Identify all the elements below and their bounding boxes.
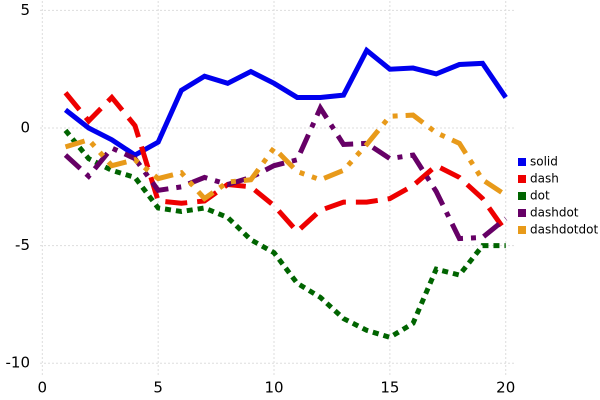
legend-label: dashdot xyxy=(530,206,579,220)
legend-label: dash xyxy=(530,172,559,186)
x-tick-label: 15 xyxy=(380,379,399,397)
x-tick-label: 10 xyxy=(264,379,283,397)
x-tick-label: 5 xyxy=(153,379,163,397)
legend-swatch xyxy=(518,226,526,234)
x-tick-label: 20 xyxy=(496,379,515,397)
y-tick-label: -5 xyxy=(15,236,30,254)
y-tick-label: 5 xyxy=(20,1,30,19)
legend-swatch xyxy=(518,209,526,217)
series-line xyxy=(63,128,506,341)
series-line xyxy=(63,102,508,242)
legend-label: dot xyxy=(530,189,550,203)
series-line xyxy=(63,91,508,236)
legend-label: solid xyxy=(530,155,558,169)
y-tick-label: 0 xyxy=(20,119,30,137)
legend-label: dashdotdot xyxy=(530,223,598,237)
x-tick-label: 0 xyxy=(38,379,48,397)
legend-swatch xyxy=(518,158,526,166)
y-tick-label: -10 xyxy=(6,354,31,372)
series-line xyxy=(63,46,508,158)
series-line xyxy=(64,112,508,202)
legend-swatch xyxy=(518,192,526,200)
legend-swatch xyxy=(518,175,526,183)
